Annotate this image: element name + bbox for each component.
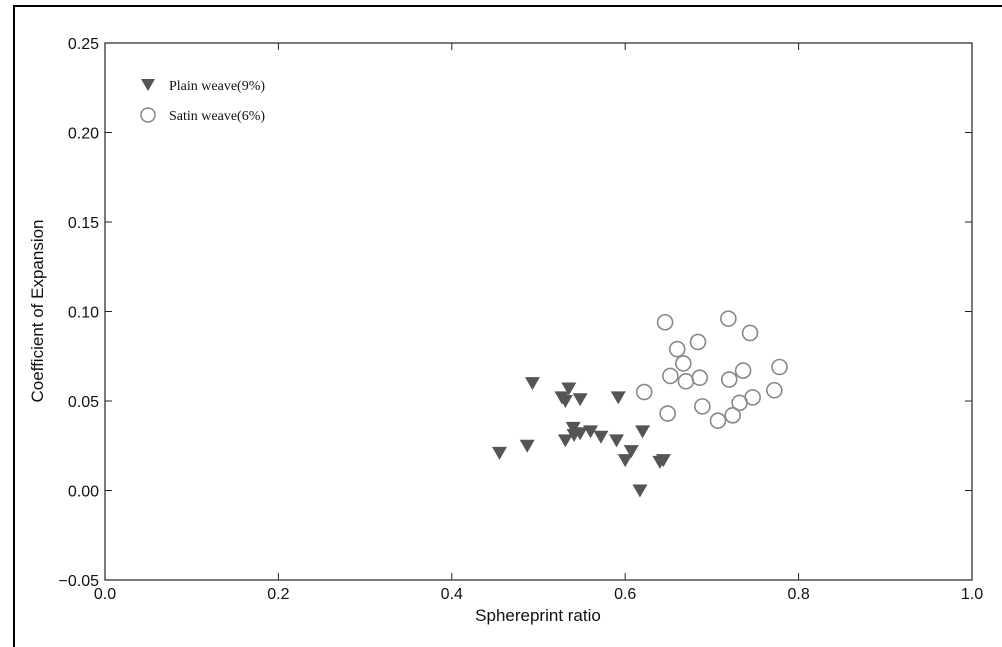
plain-weave-point xyxy=(572,427,588,441)
y-axis-label: Coefficient of Expansion xyxy=(28,219,47,402)
plain-weave-point xyxy=(561,382,577,396)
plain-weave-point xyxy=(610,391,626,405)
y-tick-label: 0.25 xyxy=(68,36,99,53)
x-tick-label: 1.0 xyxy=(961,586,983,603)
y-tick-label: 0.00 xyxy=(68,484,99,501)
plain-weave-point xyxy=(524,377,540,391)
plain-weave-point xyxy=(572,393,588,407)
y-tick-label: 0.05 xyxy=(68,394,99,411)
x-axis-label: Sphereprint ratio xyxy=(475,606,601,625)
y-axis: −0.05 0.00 0.05 0.10 0.15 0.20 0.25 xyxy=(59,36,972,590)
x-tick-label: 0.0 xyxy=(94,586,116,603)
plain-weave-point xyxy=(557,434,573,448)
plot-area xyxy=(104,42,973,581)
plain-weave-point xyxy=(609,434,625,448)
legend: Plain weave(9%) Satin weave(6%) xyxy=(140,79,265,124)
plain-weave-point xyxy=(617,454,633,468)
satin-weave-point xyxy=(635,383,653,401)
x-tick-label: 0.6 xyxy=(614,586,636,603)
y-tick-label: 0.15 xyxy=(68,215,99,232)
satin-weave-point xyxy=(734,362,752,379)
satin-weave-point xyxy=(656,313,674,331)
plain-weave-point xyxy=(583,425,599,439)
plain-weave-point xyxy=(519,439,535,453)
satin-weave-point xyxy=(709,412,727,429)
satin-weave-point xyxy=(744,389,761,406)
satin-weave-point xyxy=(691,369,709,387)
legend-label-satin-weave: Satin weave(6%) xyxy=(169,109,265,124)
satin-weave-point xyxy=(689,333,707,351)
satin-weave-point xyxy=(771,358,788,376)
plain-weave-point xyxy=(632,484,648,498)
legend-label-plain-weave: Plain weave(9%) xyxy=(169,79,265,94)
satin-weave-point xyxy=(766,381,783,399)
x-tick-label: 0.8 xyxy=(787,586,809,603)
x-axis: 0.0 0.2 0.4 0.6 0.8 1.0 xyxy=(94,43,983,603)
satin-weave-point xyxy=(724,407,742,424)
x-tick-label: 0.4 xyxy=(441,586,463,603)
x-tick-label: 0.2 xyxy=(267,586,289,603)
satin-weave-point xyxy=(668,340,686,358)
plain-weave-point xyxy=(593,430,609,444)
satin-weave-point xyxy=(661,367,679,385)
plain-weave-point xyxy=(655,454,671,468)
data-points xyxy=(491,310,788,498)
satin-weave-point xyxy=(674,355,692,372)
y-tick-label: 0.20 xyxy=(68,126,99,143)
outer-frame xyxy=(13,5,1002,647)
plain-weave-point xyxy=(635,425,651,439)
satin-weave-point xyxy=(720,310,737,327)
satin-weave-point xyxy=(720,371,738,388)
plain-weave-point xyxy=(557,395,573,408)
plain-weave-point xyxy=(565,421,581,435)
legend-marker-plain-weave xyxy=(141,79,155,91)
legend-marker-satin-weave xyxy=(140,107,156,123)
satin-weave-point xyxy=(694,398,711,415)
satin-weave-point xyxy=(741,324,759,342)
plain-weave-point xyxy=(623,445,639,459)
y-tick-label: −0.05 xyxy=(59,573,100,590)
plain-weave-point xyxy=(491,446,507,460)
y-tick-label: 0.10 xyxy=(68,305,99,322)
satin-weave-point xyxy=(659,405,676,422)
